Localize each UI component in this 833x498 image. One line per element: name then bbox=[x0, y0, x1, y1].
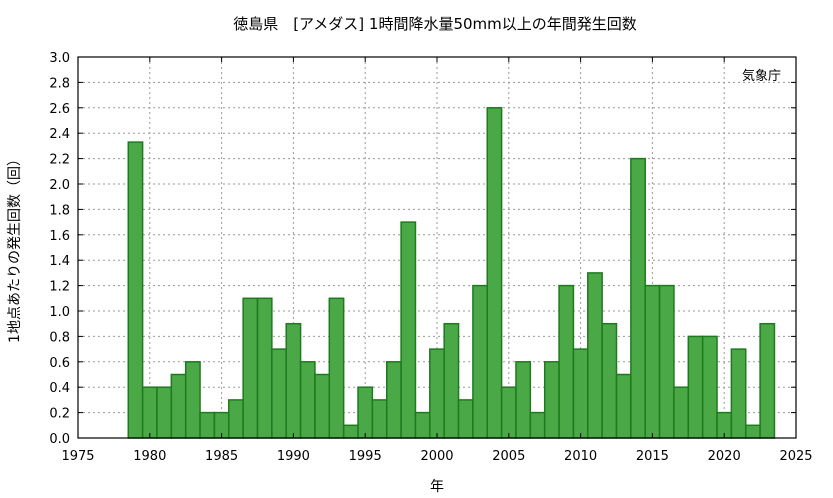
y-tick-label: 1.2 bbox=[49, 280, 70, 295]
x-axis-label: 年 bbox=[430, 479, 444, 495]
bar-2017 bbox=[673, 386, 690, 439]
bar-2019 bbox=[701, 335, 718, 439]
grid bbox=[78, 57, 796, 438]
y-tick-label: 2.2 bbox=[49, 153, 70, 168]
bar-2016 bbox=[658, 284, 675, 439]
x-tick-label: 2000 bbox=[420, 449, 453, 464]
bar-1982 bbox=[170, 373, 187, 439]
y-tick-label: 1.0 bbox=[49, 305, 70, 320]
bar-2013 bbox=[615, 373, 632, 439]
bar-1991 bbox=[299, 361, 316, 439]
bar-1984 bbox=[199, 411, 216, 439]
x-tick-label: 2010 bbox=[564, 449, 597, 464]
bar-1981 bbox=[156, 386, 173, 439]
y-tick-label: 0.8 bbox=[49, 330, 70, 345]
bar-2014 bbox=[630, 157, 646, 439]
bar-2015 bbox=[644, 284, 661, 439]
bar-2005 bbox=[500, 386, 517, 439]
y-tick-label: 2.4 bbox=[49, 127, 70, 142]
bar-2010 bbox=[572, 348, 589, 439]
y-tick-label: 1.6 bbox=[49, 229, 70, 244]
bar-2021 bbox=[730, 348, 747, 439]
y-tick-label: 0.2 bbox=[49, 407, 70, 422]
x-tick-label: 2005 bbox=[492, 449, 525, 464]
y-tick-label: 3.0 bbox=[49, 51, 70, 66]
bars bbox=[127, 107, 776, 439]
bar-1980 bbox=[141, 386, 158, 439]
x-axis-ticks: 1975 1980 1985 1990 1995 2000 2005 2010 2015 2020… bbox=[61, 57, 813, 464]
bar-2002 bbox=[457, 399, 474, 439]
bar-2001 bbox=[443, 322, 460, 439]
bar-2012 bbox=[601, 322, 618, 439]
bar-2003 bbox=[472, 284, 489, 439]
bar-2023 bbox=[759, 322, 776, 439]
bar-1996 bbox=[371, 399, 388, 439]
bar-2006 bbox=[515, 361, 532, 439]
x-tick-label: 2025 bbox=[779, 449, 812, 464]
bar-2018 bbox=[687, 335, 704, 439]
x-tick-label: 1990 bbox=[277, 449, 310, 464]
bar-1983 bbox=[184, 361, 201, 439]
y-axis-label: 1地点あたりの発生回数（回） bbox=[7, 152, 23, 343]
credit-label: 気象庁 bbox=[742, 68, 781, 84]
y-axis-ticks: 0.0 0.2 0.4 0.6 0.8 1.0 1.2 1.4 1.6 1.8 2.0 2.2 2.4 2… bbox=[49, 51, 796, 447]
bar-1994 bbox=[342, 424, 359, 439]
bar-1995 bbox=[357, 386, 374, 439]
bar-2009 bbox=[558, 284, 575, 439]
bar-1988 bbox=[256, 297, 273, 439]
bar-2000 bbox=[429, 348, 445, 439]
bar-1989 bbox=[271, 348, 287, 439]
bar-2004 bbox=[486, 107, 503, 439]
y-tick-label: 1.4 bbox=[49, 254, 70, 269]
bar-1986 bbox=[228, 399, 244, 439]
bar-1990 bbox=[285, 322, 302, 439]
bar-2007 bbox=[529, 411, 546, 439]
chart-title: 徳島県 [アメダス] 1時間降水量50mm以上の年間発生回数 bbox=[233, 15, 637, 33]
y-tick-label: 0.6 bbox=[49, 356, 70, 371]
y-tick-label: 2.8 bbox=[49, 76, 70, 91]
bar-1997 bbox=[385, 361, 402, 439]
bar-1992 bbox=[314, 373, 331, 439]
y-tick-label: 1.8 bbox=[49, 203, 70, 218]
x-tick-label: 2020 bbox=[708, 449, 741, 464]
x-tick-label: 2015 bbox=[636, 449, 669, 464]
y-tick-label: 0.0 bbox=[49, 432, 70, 447]
bar-1979 bbox=[127, 141, 144, 439]
x-tick-label: 1980 bbox=[133, 449, 166, 464]
bar-1993 bbox=[328, 297, 345, 439]
bar-2022 bbox=[744, 424, 761, 439]
y-tick-label: 2.0 bbox=[49, 178, 70, 193]
x-tick-label: 1985 bbox=[205, 449, 238, 464]
x-tick-label: 1975 bbox=[61, 449, 94, 464]
bar-1998 bbox=[400, 221, 417, 439]
bar-2011 bbox=[587, 272, 603, 439]
y-tick-label: 0.4 bbox=[49, 381, 70, 396]
y-tick-label: 2.6 bbox=[49, 102, 70, 117]
x-tick-label: 1995 bbox=[349, 449, 382, 464]
bar-2008 bbox=[543, 361, 560, 439]
bar-1987 bbox=[242, 297, 259, 439]
bar-1999 bbox=[414, 411, 431, 439]
